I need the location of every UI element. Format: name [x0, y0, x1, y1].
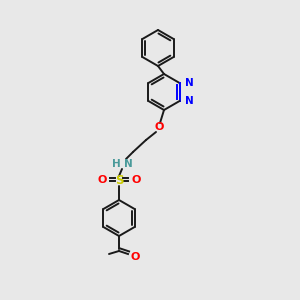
Text: O: O — [97, 175, 107, 185]
Text: O: O — [154, 122, 164, 132]
Text: O: O — [131, 175, 141, 185]
Text: N: N — [184, 96, 193, 106]
Text: O: O — [130, 252, 140, 262]
Text: S: S — [115, 175, 123, 188]
Text: H: H — [112, 159, 121, 169]
Text: N: N — [184, 78, 193, 88]
Text: N: N — [124, 159, 133, 169]
